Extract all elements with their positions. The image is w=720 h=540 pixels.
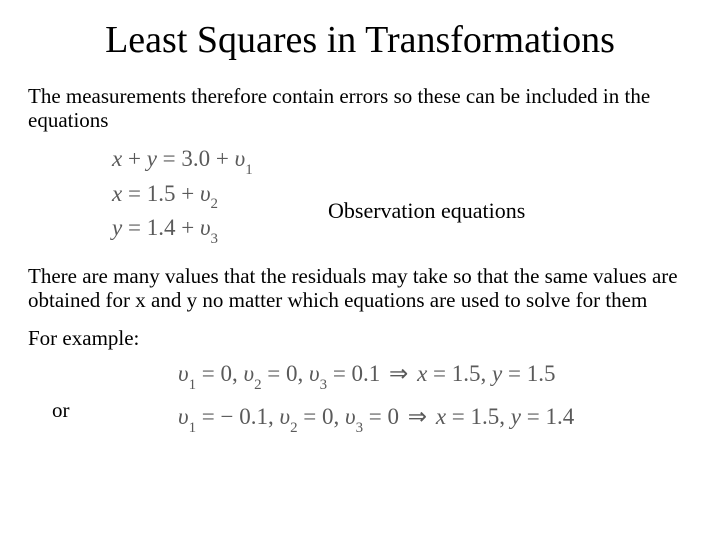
or-label: or bbox=[52, 398, 70, 423]
paragraph-2: There are many values that the residuals… bbox=[28, 264, 692, 312]
eq3-value: 1.4 bbox=[147, 215, 176, 240]
example-block: υ1 = 0, υ2 = 0, υ3 = 0.1 ⇒ x = 1.5, y = … bbox=[178, 361, 692, 392]
eq1-lhs: x + y bbox=[112, 146, 157, 171]
eq3-lhs: y bbox=[112, 215, 122, 240]
example-line-1: υ1 = 0, υ2 = 0, υ3 = 0.1 ⇒ x = 1.5, y = … bbox=[178, 361, 692, 392]
eq1-residual: υ1 bbox=[235, 146, 253, 171]
for-example-label: For example: bbox=[28, 326, 692, 351]
eq2-value: 1.5 bbox=[147, 181, 176, 206]
example-line-2: υ1 = − 0.1, υ2 = 0, υ3 = 0 ⇒ x = 1.5, y … bbox=[178, 404, 692, 435]
slide: Least Squares in Transformations The mea… bbox=[0, 0, 720, 540]
eq1-value: 3.0 bbox=[181, 146, 210, 171]
intro-paragraph: The measurements therefore contain error… bbox=[28, 84, 692, 132]
page-title: Least Squares in Transformations bbox=[28, 18, 692, 62]
observation-label: Observation equations bbox=[328, 198, 525, 224]
equation-block: x + y = 3.0 + υ1 x = 1.5 + υ2 y = 1.4 + … bbox=[112, 146, 692, 246]
equation-1: x + y = 3.0 + υ1 bbox=[112, 146, 692, 177]
eq2-residual: υ2 bbox=[200, 181, 218, 206]
eq2-lhs: x bbox=[112, 181, 122, 206]
eq3-residual: υ3 bbox=[200, 215, 218, 240]
example-block-2: υ1 = − 0.1, υ2 = 0, υ3 = 0 ⇒ x = 1.5, y … bbox=[178, 404, 692, 435]
